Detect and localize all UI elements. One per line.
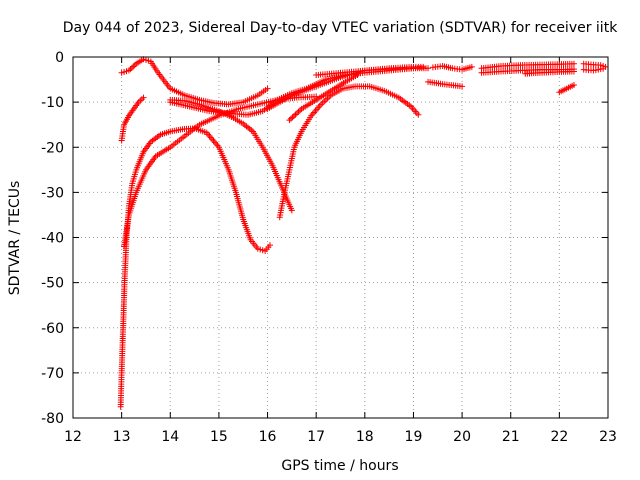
series-arc-10 bbox=[313, 65, 417, 79]
series-arc-16 bbox=[556, 81, 577, 96]
series-layer bbox=[117, 56, 609, 410]
data-point-marker bbox=[288, 207, 295, 214]
data-point-marker bbox=[286, 117, 293, 124]
series-arc-7 bbox=[276, 83, 422, 221]
data-point-marker bbox=[570, 60, 577, 67]
data-point-marker bbox=[415, 111, 422, 118]
series-arc-5 bbox=[167, 96, 295, 214]
series-arc-12 bbox=[425, 78, 466, 90]
data-point-marker bbox=[570, 68, 577, 75]
series-arc-17 bbox=[580, 60, 609, 70]
x-tick-label: 15 bbox=[210, 429, 228, 445]
data-point-marker bbox=[410, 65, 417, 72]
series-arc-18 bbox=[580, 65, 607, 74]
series-arc-3 bbox=[118, 56, 271, 108]
data-point-marker bbox=[125, 67, 132, 74]
x-axis-label: GPS time / hours bbox=[281, 458, 398, 474]
series-arc-1 bbox=[117, 125, 273, 410]
data-point-marker bbox=[130, 63, 137, 70]
y-tick-label: -10 bbox=[41, 95, 64, 111]
data-point-marker bbox=[295, 108, 302, 115]
data-point-marker bbox=[294, 110, 301, 117]
x-tick-label: 18 bbox=[356, 429, 374, 445]
y-tick-label: 0 bbox=[55, 50, 64, 66]
series-arc-13 bbox=[478, 60, 577, 72]
axis-ticks: 12 13 14 15 16 17 18 19 20 21 22 23 0 -10 -20 -30 -40 -50… bbox=[41, 50, 617, 445]
y-tick-label: -80 bbox=[41, 411, 64, 427]
data-point-marker bbox=[570, 81, 577, 88]
data-point-marker bbox=[425, 65, 432, 72]
data-point-marker bbox=[140, 94, 147, 101]
x-tick-label: 20 bbox=[453, 429, 471, 445]
x-tick-label: 22 bbox=[550, 429, 568, 445]
y-tick-label: -70 bbox=[41, 366, 64, 382]
data-point-marker bbox=[127, 66, 134, 73]
x-tick-label: 23 bbox=[599, 429, 617, 445]
data-point-marker bbox=[131, 62, 138, 69]
data-point-marker bbox=[600, 65, 607, 72]
x-tick-label: 21 bbox=[502, 429, 520, 445]
data-point-marker bbox=[459, 83, 466, 90]
data-point-marker bbox=[290, 112, 297, 119]
series-arc-2 bbox=[118, 94, 147, 144]
series-arc-8 bbox=[286, 72, 361, 124]
y-tick-label: -30 bbox=[41, 185, 64, 201]
data-point-marker bbox=[420, 63, 427, 70]
data-point-marker bbox=[468, 63, 475, 70]
data-point-marker bbox=[266, 242, 273, 249]
plot-frame bbox=[72, 56, 609, 419]
chart-title: Day 044 of 2023, Sidereal Day-to-day VTE… bbox=[63, 20, 618, 36]
x-tick-label: 19 bbox=[405, 429, 423, 445]
x-tick-label: 14 bbox=[161, 429, 179, 445]
y-axis-label: SDTVAR / TECUs bbox=[7, 181, 23, 296]
y-tick-label: -60 bbox=[41, 321, 64, 337]
data-point-marker bbox=[128, 64, 135, 71]
series-arc-11 bbox=[429, 63, 475, 73]
y-tick-label: -20 bbox=[41, 140, 64, 156]
grid bbox=[73, 57, 608, 418]
x-tick-label: 13 bbox=[113, 429, 131, 445]
x-tick-label: 12 bbox=[64, 429, 82, 445]
series-arc-15 bbox=[522, 68, 577, 77]
data-point-marker bbox=[292, 111, 299, 118]
y-tick-label: -40 bbox=[41, 231, 64, 247]
y-tick-label: -50 bbox=[41, 276, 64, 292]
x-tick-label: 16 bbox=[259, 429, 277, 445]
data-point-marker bbox=[264, 85, 271, 92]
data-point-marker bbox=[287, 115, 294, 122]
x-tick-label: 17 bbox=[307, 429, 325, 445]
data-point-marker bbox=[289, 114, 296, 121]
